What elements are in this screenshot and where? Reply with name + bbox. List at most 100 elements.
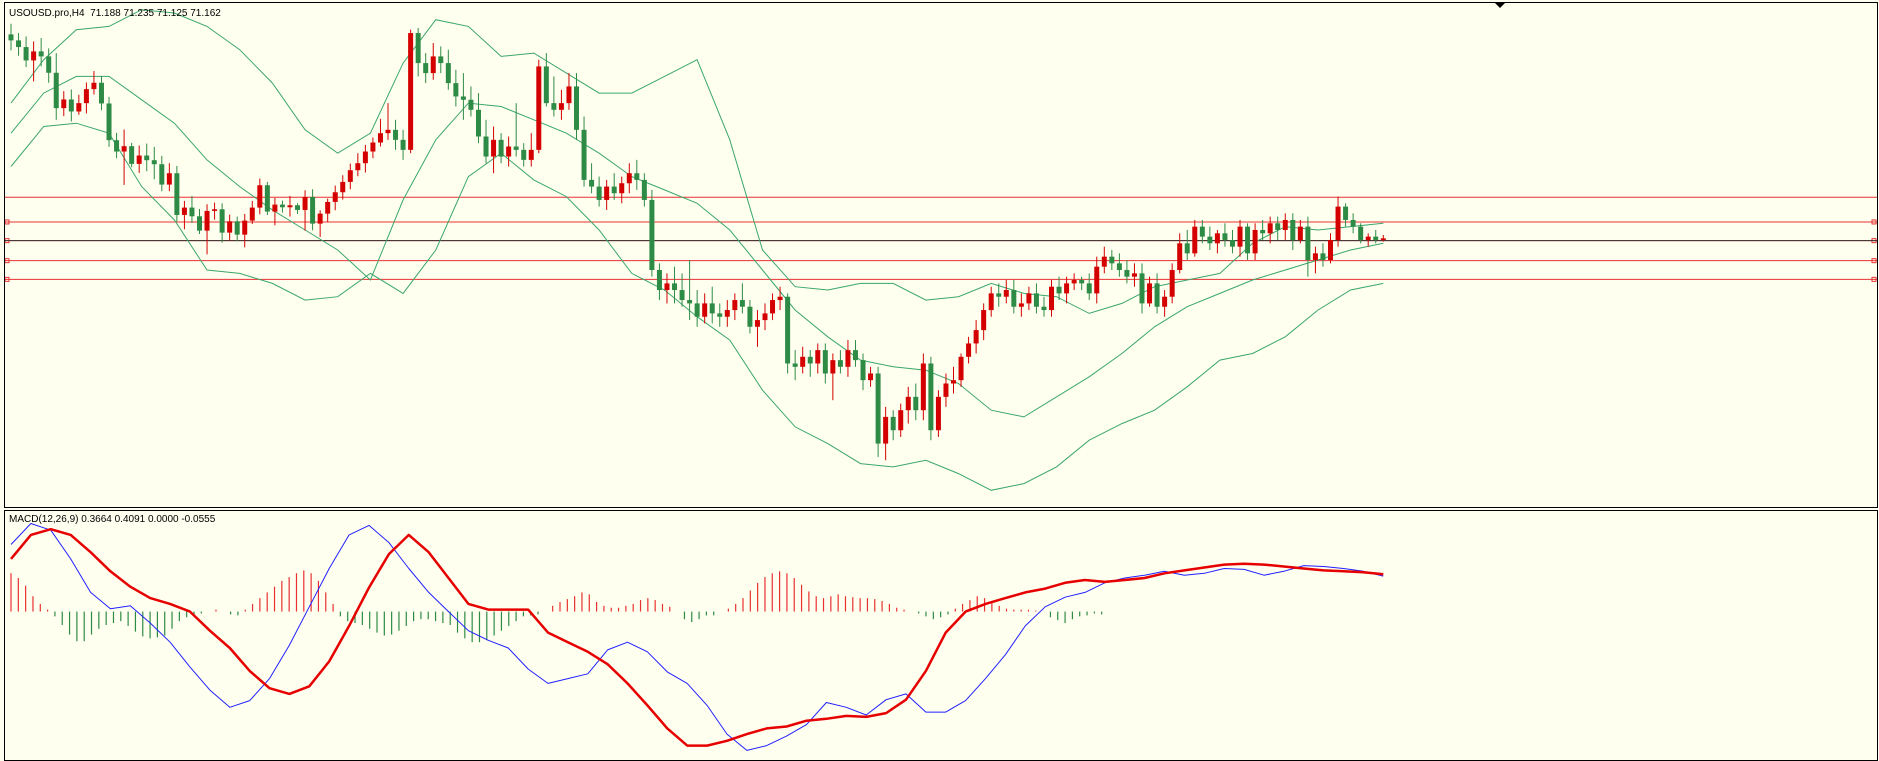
candle-body: [1245, 226, 1251, 254]
candle: [528, 133, 534, 167]
candle: [1071, 273, 1077, 291]
candle-body: [460, 96, 466, 100]
candle-body: [905, 396, 911, 411]
candle: [943, 373, 949, 407]
candle-body: [219, 209, 225, 233]
candle: [687, 260, 693, 321]
candle-body: [611, 186, 617, 194]
macd-chart[interactable]: [5, 511, 1877, 760]
candle: [536, 59, 542, 154]
candle: [219, 203, 225, 243]
price-chart-pane[interactable]: USOUSD.pro,H4 71.188 71.235 71.125 71.16…: [4, 2, 1878, 508]
candle-body: [310, 196, 316, 224]
candle: [257, 178, 263, 215]
candle-body: [8, 34, 14, 41]
candle: [166, 163, 172, 192]
candle-body: [83, 89, 89, 104]
candle-body: [491, 139, 497, 157]
candle: [53, 53, 59, 120]
candle: [1064, 276, 1070, 304]
candle: [83, 82, 89, 114]
candle: [521, 143, 527, 167]
candle-body: [181, 207, 187, 215]
candle: [483, 119, 489, 164]
candle: [1373, 229, 1379, 244]
candle-body: [1018, 303, 1024, 307]
candle: [702, 293, 708, 324]
candle-body: [1267, 223, 1273, 234]
candle: [551, 76, 557, 117]
candle-body: [770, 300, 776, 314]
level-handle-left-4: [5, 276, 10, 282]
candle-body: [1177, 243, 1183, 271]
candle: [543, 53, 549, 107]
candle-body: [679, 290, 685, 301]
candle: [1282, 213, 1288, 240]
candle-body: [475, 109, 481, 137]
candle: [845, 340, 851, 377]
candle: [566, 73, 572, 110]
candle: [913, 383, 919, 421]
symbol-label: USOUSD.pro,H4: [9, 8, 85, 19]
candle-body: [521, 149, 527, 160]
candle: [249, 200, 255, 224]
candle: [1109, 249, 1115, 271]
candle-body: [1116, 263, 1122, 271]
candle: [317, 210, 323, 237]
candle: [1199, 219, 1205, 244]
candle-body: [1373, 236, 1379, 240]
candle: [212, 202, 218, 220]
candle: [264, 181, 270, 215]
candle-body: [1124, 270, 1130, 277]
candle: [423, 53, 429, 84]
candle: [988, 286, 994, 317]
candle: [332, 185, 338, 211]
macd-pane[interactable]: MACD(12,26,9) 0.3664 0.4091 0.0000 -0.05…: [4, 510, 1878, 761]
candle-body: [151, 160, 157, 165]
candle: [589, 163, 595, 194]
candle-body: [272, 204, 278, 212]
candle: [724, 300, 730, 327]
candle-body: [114, 140, 120, 152]
candle: [558, 89, 564, 120]
macd-line: [10, 523, 1384, 751]
candle-body: [785, 296, 791, 364]
candle: [905, 386, 911, 424]
price-chart[interactable]: [5, 3, 1877, 507]
candle: [898, 403, 904, 437]
candle: [875, 366, 881, 457]
candle-body: [747, 306, 753, 327]
chart-shift-marker-icon[interactable]: [1494, 2, 1506, 8]
candle: [370, 137, 376, 159]
candle-body: [106, 103, 112, 141]
macd-signal-line: [10, 527, 1384, 747]
candle: [347, 163, 353, 190]
candle: [513, 103, 519, 157]
candle-body: [1033, 293, 1039, 307]
candle: [445, 49, 451, 90]
candle: [679, 273, 685, 307]
candle-body: [1154, 283, 1160, 307]
candle: [920, 353, 926, 421]
candle-body: [852, 350, 858, 361]
candle: [800, 346, 806, 374]
level-handle-right-4: [1871, 276, 1877, 282]
level-handle-left-1: [5, 219, 10, 225]
candle-body: [513, 146, 519, 150]
candle-body: [800, 356, 806, 367]
candle-body: [16, 40, 22, 48]
candle: [1320, 243, 1326, 267]
candle-body: [453, 83, 459, 97]
candle-body: [159, 164, 165, 185]
candle: [641, 173, 647, 207]
candle-body: [724, 310, 730, 317]
candle: [460, 73, 466, 120]
candle-body: [166, 173, 172, 185]
candle: [604, 179, 610, 210]
candle-body: [1011, 290, 1017, 307]
candle: [302, 190, 308, 231]
candle-body: [574, 86, 579, 130]
candle-body: [1049, 286, 1055, 311]
candle-body: [1064, 283, 1070, 294]
candle-body: [1071, 280, 1077, 284]
